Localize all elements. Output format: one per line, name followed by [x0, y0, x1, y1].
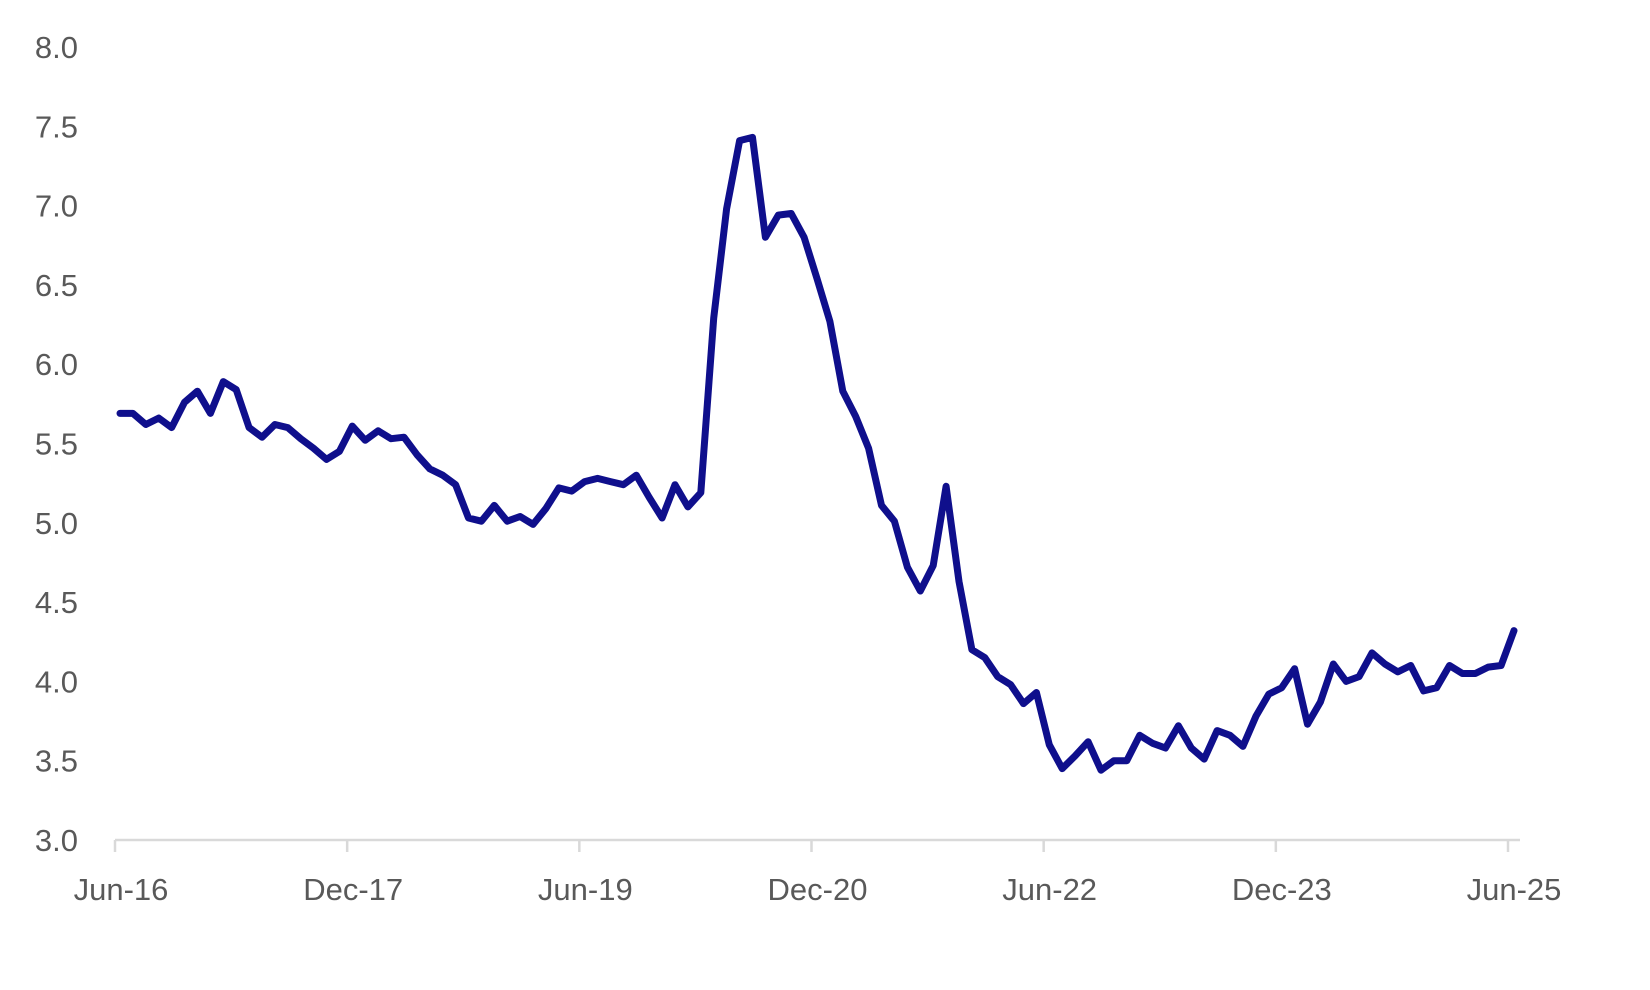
y-tick-label: 6.0 — [35, 347, 78, 382]
x-tick-label: Jun-16 — [74, 872, 169, 907]
y-tick-label: 7.5 — [35, 109, 78, 144]
x-axis: Jun-16 Dec-17 Jun-19 Dec-20 Jun-22 Dec-23 Jun-… — [74, 838, 1562, 907]
x-tick-label: Dec-20 — [768, 872, 868, 907]
y-tick-label: 4.5 — [35, 585, 78, 620]
y-tick-label: 8.0 — [35, 30, 78, 65]
y-tick-label: 5.0 — [35, 506, 78, 541]
y-tick-label: 7.0 — [35, 189, 78, 224]
y-tick-label: 6.5 — [35, 268, 78, 303]
data-line — [116, 133, 1518, 774]
x-tick-label: Dec-23 — [1232, 872, 1332, 907]
y-tick-label: 3.5 — [35, 744, 78, 779]
y-axis: 8.0 7.5 7.0 6.5 6.0 5.5 5.0 4.5 4.0 3.5 3.0 — [35, 30, 78, 858]
x-tick-label: Jun-22 — [1002, 872, 1097, 907]
y-tick-label: 4.0 — [35, 664, 78, 699]
x-tick-label: Dec-17 — [303, 872, 403, 907]
y-tick-label: 3.0 — [35, 823, 78, 858]
y-tick-label: 5.5 — [35, 427, 78, 462]
x-tick-label: Jun-25 — [1467, 872, 1562, 907]
x-tick-label: Jun-19 — [538, 872, 633, 907]
